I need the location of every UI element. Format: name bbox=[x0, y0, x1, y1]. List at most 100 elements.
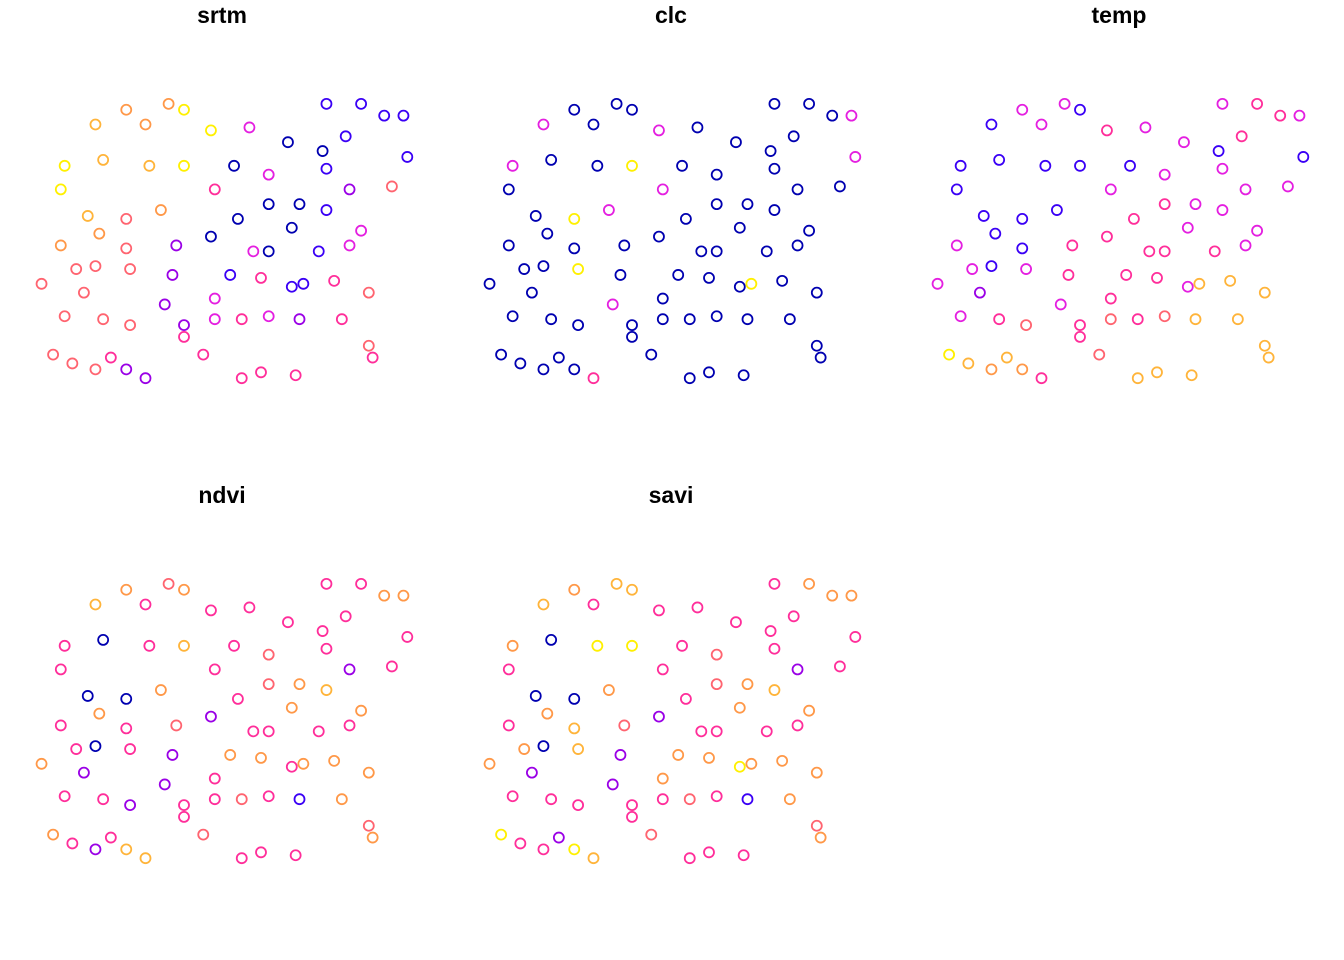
point bbox=[1208, 245, 1221, 258]
point bbox=[120, 843, 133, 856]
point bbox=[143, 159, 156, 172]
point bbox=[1212, 145, 1225, 157]
point bbox=[618, 239, 631, 252]
point bbox=[335, 313, 348, 326]
point bbox=[1054, 298, 1067, 311]
point bbox=[537, 843, 550, 856]
point bbox=[568, 212, 581, 225]
point bbox=[170, 719, 183, 732]
point bbox=[1181, 280, 1194, 293]
point bbox=[231, 693, 244, 705]
point bbox=[950, 239, 963, 252]
point bbox=[1062, 269, 1075, 281]
point bbox=[124, 743, 137, 755]
point bbox=[320, 162, 333, 175]
point bbox=[680, 212, 692, 225]
point bbox=[791, 183, 804, 196]
point bbox=[120, 363, 133, 376]
point bbox=[745, 277, 758, 290]
point bbox=[626, 799, 638, 811]
point bbox=[626, 319, 638, 332]
point bbox=[178, 330, 190, 343]
point bbox=[228, 159, 240, 172]
point bbox=[362, 286, 375, 299]
point bbox=[235, 852, 248, 865]
point bbox=[653, 124, 665, 137]
point bbox=[385, 660, 398, 673]
point bbox=[966, 263, 979, 275]
point bbox=[676, 159, 688, 172]
point bbox=[1104, 313, 1117, 326]
point bbox=[297, 277, 310, 290]
point bbox=[537, 363, 550, 376]
point bbox=[208, 793, 221, 806]
point bbox=[768, 577, 781, 590]
point bbox=[208, 772, 221, 785]
point bbox=[285, 280, 298, 293]
point bbox=[552, 831, 565, 844]
point bbox=[320, 684, 333, 696]
point bbox=[791, 719, 804, 732]
point bbox=[653, 604, 665, 617]
point bbox=[683, 313, 696, 326]
point bbox=[691, 121, 704, 134]
point bbox=[985, 118, 998, 131]
point bbox=[1282, 180, 1294, 193]
point bbox=[1189, 198, 1202, 211]
panel-title: temp bbox=[1092, 2, 1147, 28]
point bbox=[293, 678, 306, 691]
point bbox=[703, 846, 715, 859]
point bbox=[618, 719, 631, 732]
point bbox=[710, 678, 723, 691]
point bbox=[154, 204, 167, 216]
point bbox=[710, 790, 723, 803]
point bbox=[1016, 242, 1029, 255]
point bbox=[1016, 103, 1029, 116]
point bbox=[502, 663, 515, 676]
point bbox=[1093, 348, 1106, 361]
point bbox=[397, 589, 410, 602]
point bbox=[514, 357, 527, 370]
point bbox=[1158, 198, 1171, 211]
point bbox=[656, 183, 669, 196]
point bbox=[626, 159, 638, 172]
point bbox=[737, 369, 750, 382]
point bbox=[606, 298, 619, 311]
point bbox=[120, 242, 133, 255]
point bbox=[1016, 212, 1029, 225]
point bbox=[954, 310, 967, 323]
point bbox=[54, 719, 67, 732]
point bbox=[208, 183, 221, 196]
point bbox=[178, 319, 190, 332]
point bbox=[66, 837, 79, 850]
point bbox=[328, 754, 341, 767]
point bbox=[89, 598, 102, 611]
point bbox=[1000, 351, 1013, 364]
point bbox=[335, 793, 348, 806]
point bbox=[1101, 230, 1113, 243]
point bbox=[316, 625, 329, 637]
point bbox=[255, 366, 267, 379]
point bbox=[572, 743, 584, 755]
point bbox=[518, 263, 531, 275]
point bbox=[989, 227, 1002, 240]
point bbox=[849, 631, 862, 643]
point bbox=[1151, 366, 1163, 379]
point bbox=[162, 97, 175, 110]
point bbox=[791, 239, 804, 252]
point bbox=[1251, 97, 1263, 110]
point bbox=[834, 660, 846, 673]
point bbox=[502, 719, 515, 732]
point bbox=[656, 663, 669, 676]
point bbox=[737, 849, 750, 862]
point bbox=[703, 271, 715, 284]
point bbox=[741, 793, 754, 806]
point bbox=[235, 372, 248, 385]
point bbox=[845, 589, 858, 602]
point bbox=[483, 277, 496, 290]
point bbox=[362, 339, 375, 352]
point bbox=[1258, 339, 1271, 352]
point bbox=[35, 277, 48, 290]
point bbox=[1101, 124, 1113, 137]
point bbox=[1039, 159, 1052, 172]
